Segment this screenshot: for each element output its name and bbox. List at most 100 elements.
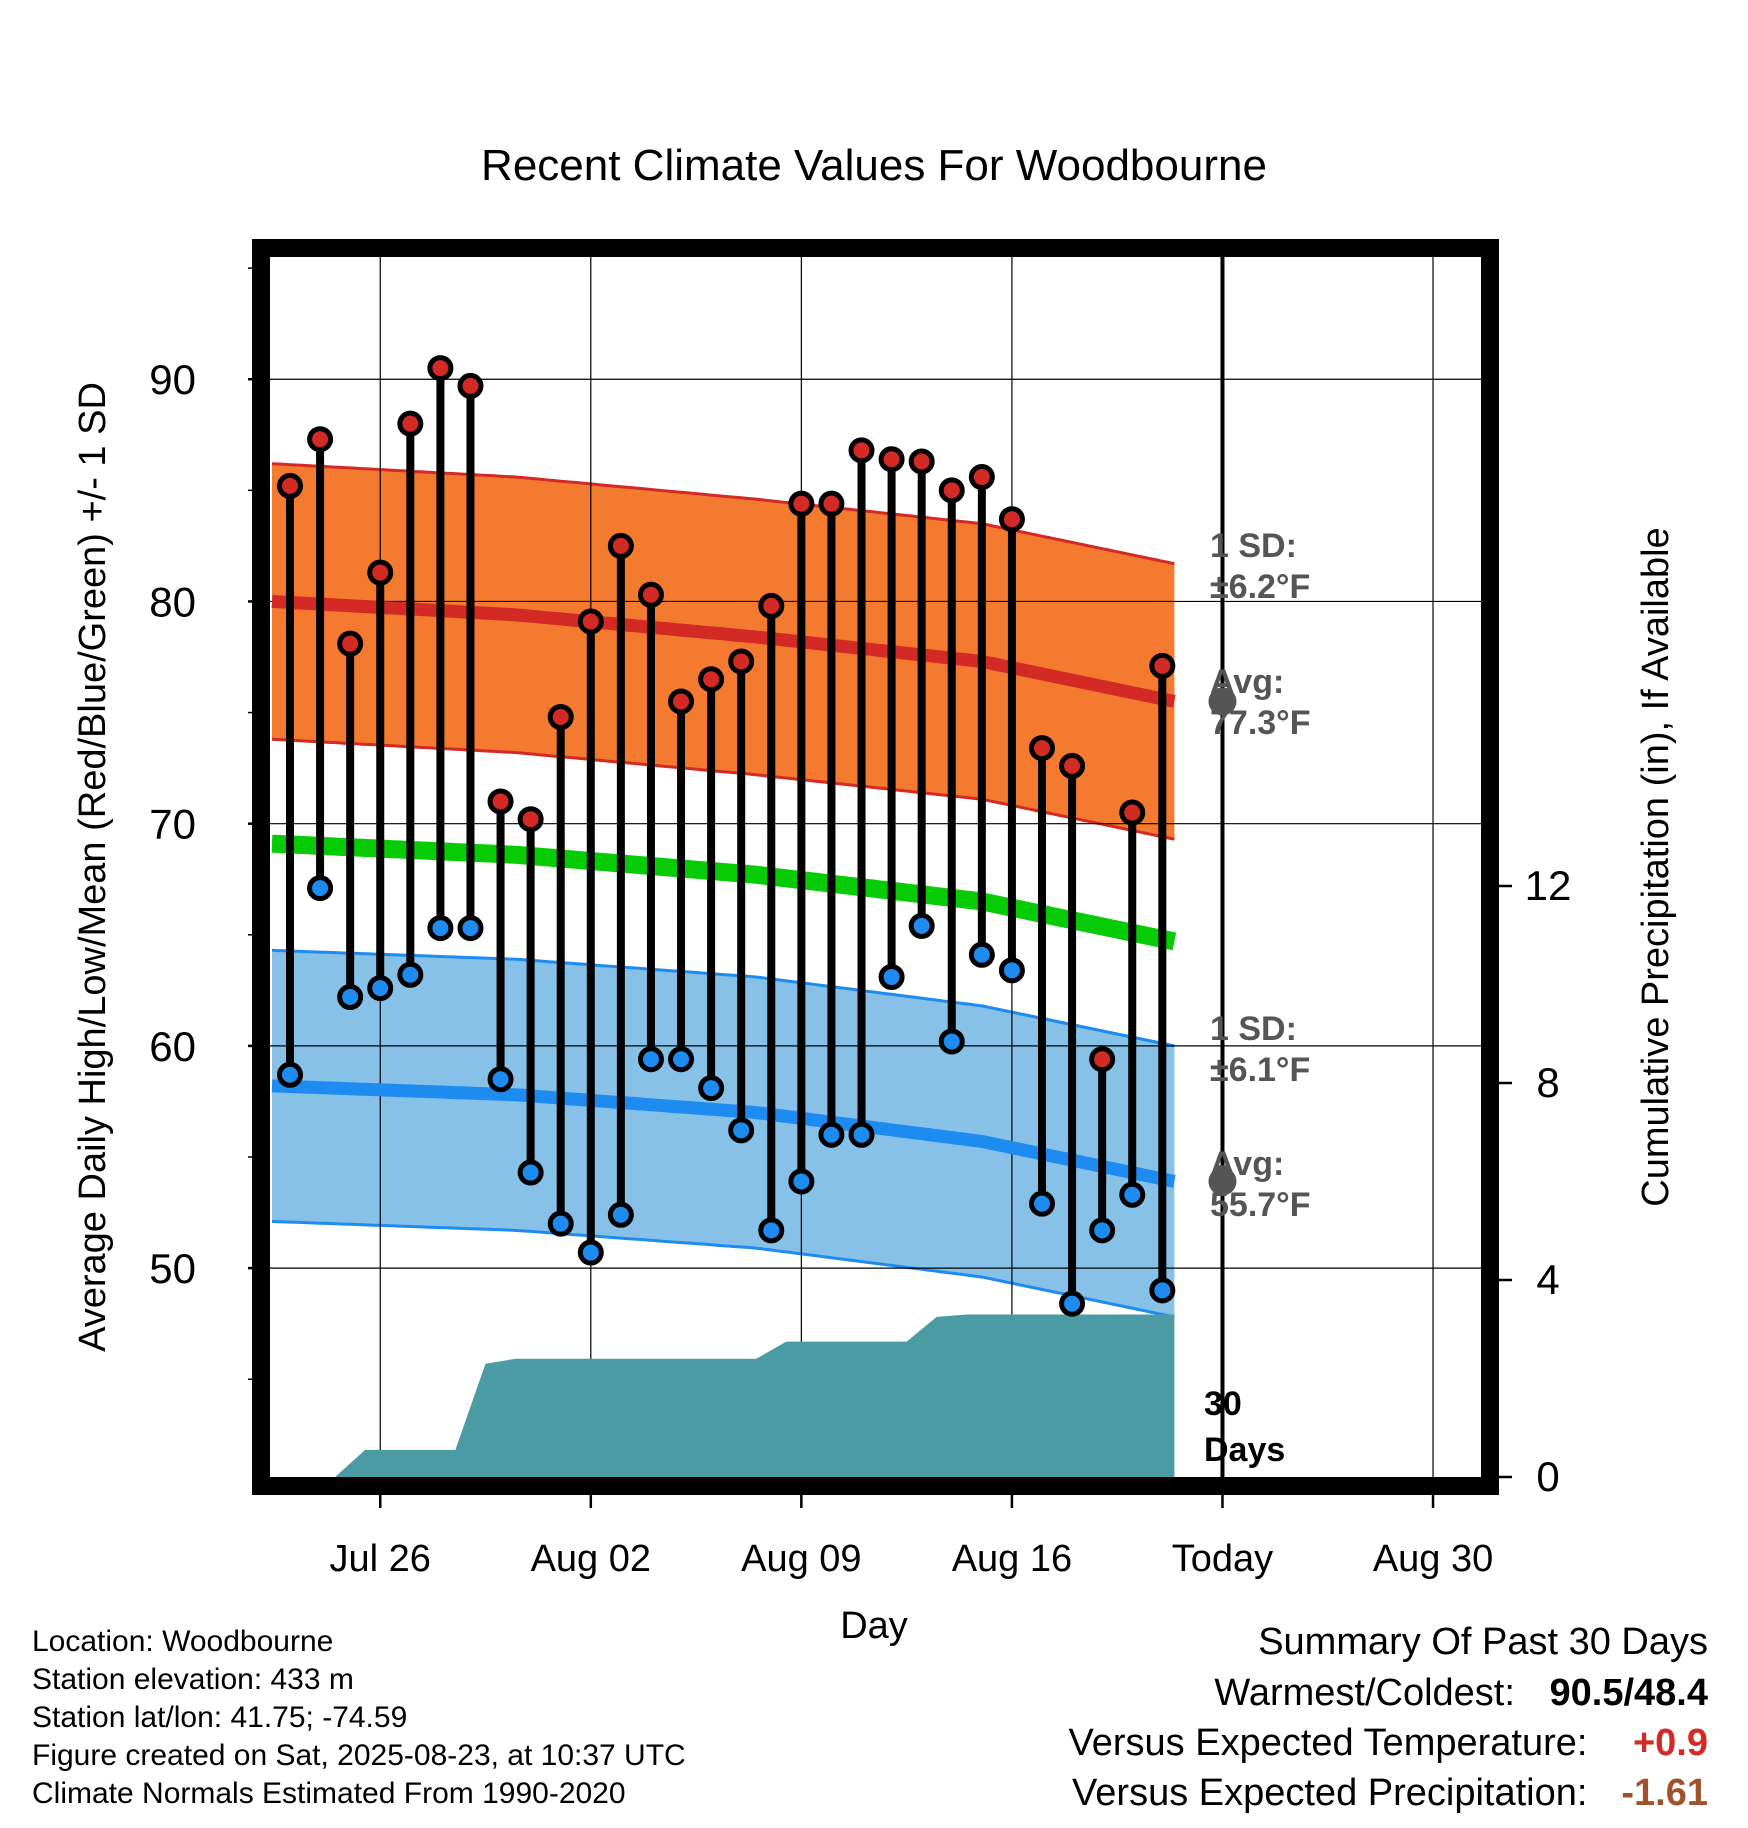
high-point bbox=[337, 630, 364, 657]
low-point bbox=[758, 1217, 785, 1244]
low-point bbox=[1089, 1217, 1116, 1244]
low-point bbox=[517, 1159, 544, 1186]
temp-vs-expected-label: Versus Expected Temperature: bbox=[1068, 1722, 1588, 1764]
chart-title: Recent Climate Values For Woodbourne bbox=[481, 141, 1267, 190]
low-point bbox=[1029, 1190, 1055, 1217]
low-point bbox=[1149, 1277, 1176, 1304]
warmest-value: 90.5 bbox=[1549, 1672, 1624, 1714]
normals-text: Climate Normals Estimated From 1990-2020 bbox=[32, 1777, 626, 1810]
high-point bbox=[1119, 799, 1146, 826]
low-sd-value: ±6.1°F bbox=[1210, 1051, 1310, 1089]
low-point bbox=[337, 984, 364, 1010]
summary-warm-row: Warmest/Coldest: 90.5/48.4 bbox=[1214, 1672, 1708, 1714]
low-sd-label: 1 SD: bbox=[1210, 1010, 1297, 1048]
high-point bbox=[427, 355, 454, 382]
temp-vs-expected-value: +0.9 bbox=[1632, 1722, 1708, 1764]
low-sd-band-upper-edge bbox=[271, 948, 1175, 1048]
high-point bbox=[878, 446, 905, 473]
high-point bbox=[998, 506, 1025, 533]
plot-frame bbox=[252, 239, 1499, 1495]
normal-mean-line bbox=[271, 834, 1177, 951]
x-tick-label: Today bbox=[1172, 1538, 1273, 1580]
precip-vs-expected-label: Versus Expected Precipitation: bbox=[1072, 1772, 1588, 1814]
low-point bbox=[818, 1121, 845, 1148]
low-point bbox=[607, 1201, 634, 1228]
low-point bbox=[397, 961, 424, 988]
high-point bbox=[758, 592, 785, 619]
low-point bbox=[998, 957, 1025, 984]
high-point bbox=[1089, 1046, 1116, 1073]
x-tick-label: Aug 16 bbox=[952, 1538, 1072, 1580]
low-point bbox=[307, 875, 334, 902]
low-point bbox=[938, 1028, 965, 1055]
low-point bbox=[637, 1046, 664, 1073]
y2-tick-label: 4 bbox=[1536, 1256, 1559, 1303]
y2-tick-label: 8 bbox=[1536, 1059, 1559, 1106]
y2-tick-label: 12 bbox=[1525, 862, 1572, 909]
low-point bbox=[277, 1061, 303, 1088]
low-point bbox=[908, 912, 935, 939]
low-point bbox=[788, 1168, 815, 1195]
high-point bbox=[547, 704, 574, 730]
summary-heading: Summary Of Past 30 Days bbox=[1258, 1621, 1708, 1663]
high-point bbox=[1059, 752, 1086, 779]
today-low-normal-marker bbox=[1208, 1167, 1237, 1196]
y-tick-label: 50 bbox=[149, 1245, 196, 1292]
normal-high-line bbox=[271, 594, 1176, 708]
precip-area bbox=[335, 1314, 1175, 1477]
low-point bbox=[848, 1121, 875, 1148]
high-point bbox=[307, 426, 334, 453]
high-point bbox=[908, 448, 935, 475]
low-point bbox=[1119, 1181, 1146, 1208]
high-point bbox=[457, 372, 484, 399]
low-point bbox=[878, 964, 905, 990]
created-text: Figure created on Sat, 2025-08-23, at 10… bbox=[32, 1739, 686, 1772]
station-info: Location: Woodbourne Station elevation: … bbox=[32, 1623, 686, 1813]
today-high-normal-marker bbox=[1208, 687, 1237, 716]
y2-axis-label: Cumulative Precipitation (in), If Availa… bbox=[1635, 527, 1677, 1206]
normal-low-line bbox=[271, 1079, 1176, 1188]
warm-cold-label: Warmest/Coldest: bbox=[1214, 1672, 1515, 1714]
x-tick-label: Aug 30 bbox=[1373, 1538, 1493, 1580]
high-point bbox=[968, 464, 995, 490]
low-point bbox=[367, 975, 394, 1002]
y-axis-label: Average Daily High/Low/Mean (Red/Blue/Gr… bbox=[72, 382, 114, 1352]
high-avg-label: Avg: bbox=[1210, 663, 1284, 701]
low-point bbox=[698, 1075, 725, 1102]
x-tick-label: Aug 09 bbox=[741, 1538, 861, 1580]
high-point bbox=[698, 666, 725, 693]
high-point bbox=[397, 410, 424, 437]
high-sd-band-upper-edge bbox=[271, 462, 1175, 566]
low-avg-value: 55.7°F bbox=[1210, 1186, 1311, 1224]
high-point bbox=[607, 532, 634, 559]
low-point bbox=[577, 1239, 604, 1266]
high-sd-label: 1 SD: bbox=[1210, 527, 1297, 565]
low-point bbox=[668, 1046, 695, 1073]
low-avg-label: Avg: bbox=[1210, 1145, 1284, 1183]
x-axis-label: Day bbox=[840, 1605, 908, 1647]
y2-tick-label: 0 bbox=[1536, 1453, 1559, 1500]
high-point bbox=[728, 648, 755, 675]
coldest-value: 48.4 bbox=[1634, 1672, 1708, 1714]
low-point bbox=[427, 915, 454, 942]
low-point bbox=[1059, 1290, 1086, 1317]
x-tick-label: Jul 26 bbox=[330, 1538, 431, 1580]
period-count-label: 30 bbox=[1204, 1385, 1242, 1423]
low-sd-band-lower-edge bbox=[271, 1219, 1175, 1319]
high-point bbox=[668, 688, 695, 715]
high-point bbox=[1029, 735, 1055, 762]
elevation-text: Station elevation: 433 m bbox=[32, 1663, 354, 1696]
y-tick-label: 70 bbox=[149, 801, 196, 848]
location-text: Location: Woodbourne bbox=[32, 1625, 334, 1658]
low-point bbox=[728, 1117, 755, 1144]
high-sd-value: ±6.2°F bbox=[1210, 568, 1310, 606]
y-tick-label: 90 bbox=[149, 356, 196, 403]
high-sd-band-lower-edge bbox=[271, 737, 1175, 841]
high-point bbox=[637, 581, 664, 608]
summary-precip-row: Versus Expected Precipitation: -1.61 bbox=[1072, 1772, 1708, 1815]
high-point bbox=[517, 806, 544, 833]
high-point bbox=[277, 472, 303, 499]
x-tick-label: Aug 02 bbox=[531, 1538, 651, 1580]
high-avg-value: 77.3°F bbox=[1210, 704, 1311, 742]
